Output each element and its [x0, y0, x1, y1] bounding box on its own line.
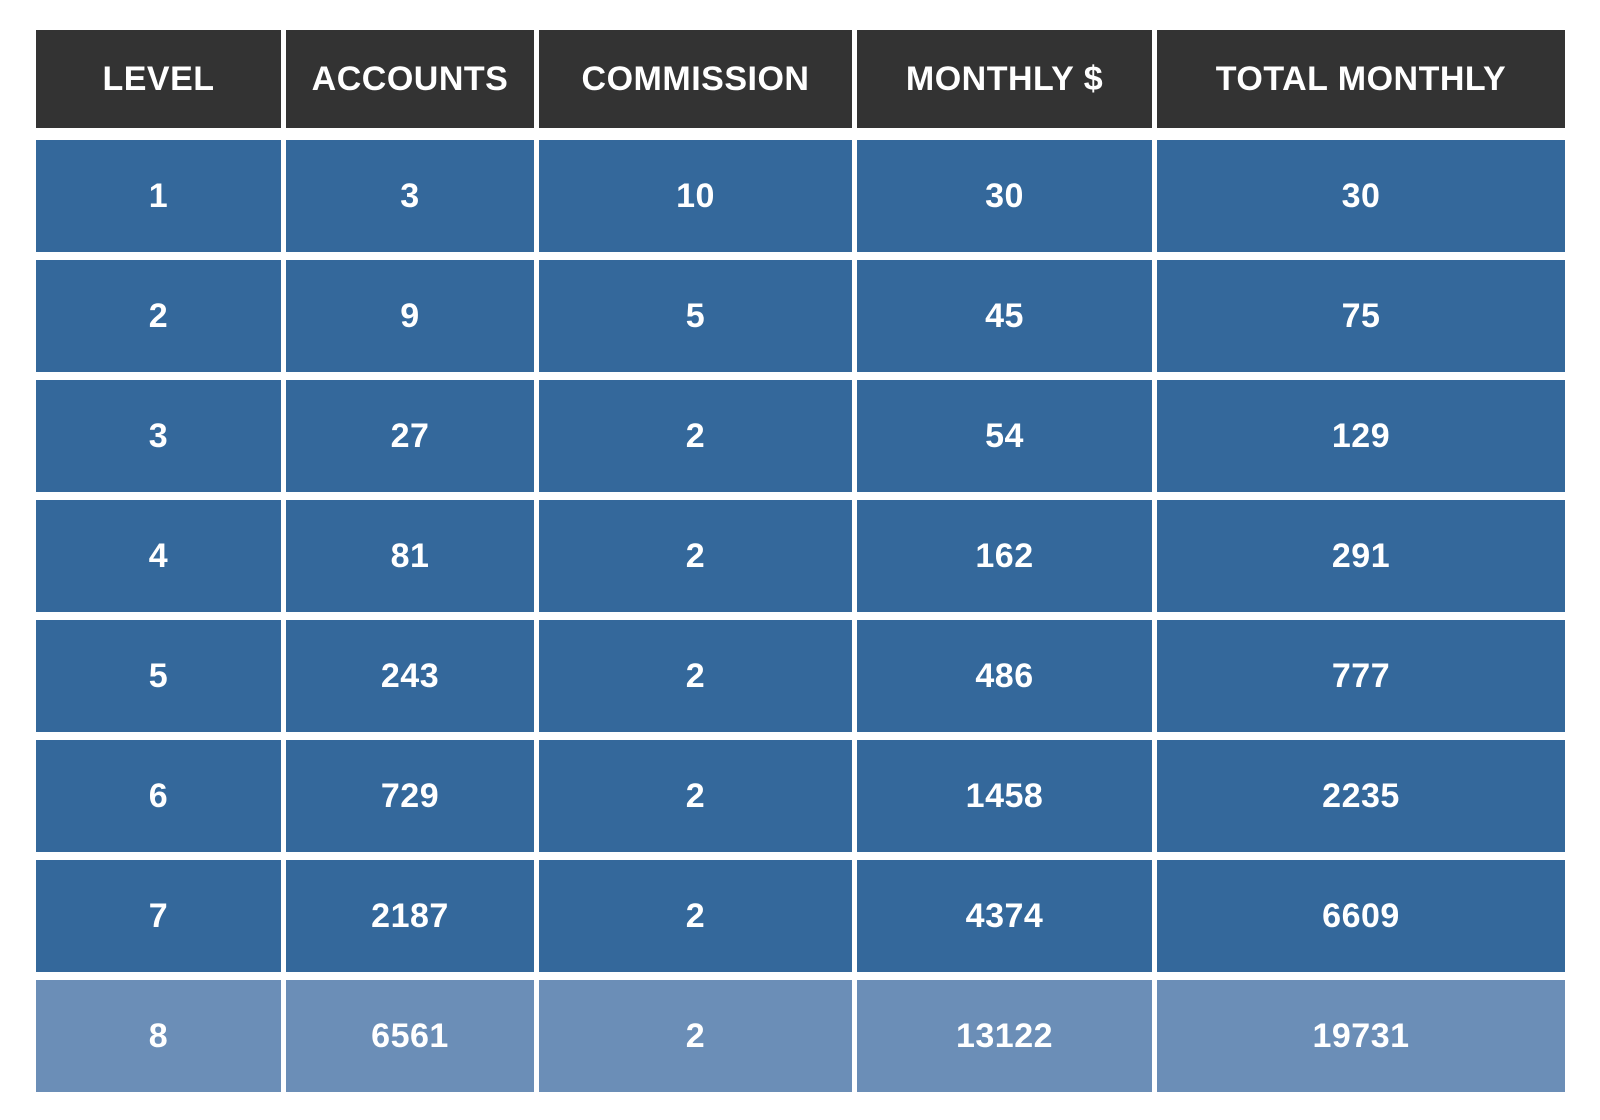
cell-level: 3 [36, 380, 281, 492]
table-row-highlighted: 8 6561 2 13122 19731 [36, 980, 1565, 1092]
cell-commission: 2 [539, 380, 852, 492]
cell-accounts: 243 [286, 620, 534, 732]
cell-monthly: 4374 [857, 860, 1152, 972]
column-header-total-monthly: TOTAL MONTHLY [1157, 30, 1565, 128]
cell-accounts: 9 [286, 260, 534, 372]
cell-total-monthly: 19731 [1157, 980, 1565, 1092]
cell-commission: 2 [539, 500, 852, 612]
cell-monthly: 162 [857, 500, 1152, 612]
table-row: 7 2187 2 4374 6609 [36, 860, 1565, 972]
cell-level: 5 [36, 620, 281, 732]
cell-accounts: 81 [286, 500, 534, 612]
cell-commission: 2 [539, 980, 852, 1092]
table-row: 1 3 10 30 30 [36, 140, 1565, 252]
column-header-level: LEVEL [36, 30, 281, 128]
column-header-commission: COMMISSION [539, 30, 852, 128]
column-header-monthly: MONTHLY $ [857, 30, 1152, 128]
cell-level: 7 [36, 860, 281, 972]
table-header-row: LEVEL ACCOUNTS COMMISSION MONTHLY $ TOTA… [36, 30, 1565, 128]
cell-accounts: 729 [286, 740, 534, 852]
cell-commission: 2 [539, 860, 852, 972]
cell-total-monthly: 129 [1157, 380, 1565, 492]
commission-table: LEVEL ACCOUNTS COMMISSION MONTHLY $ TOTA… [36, 30, 1565, 1092]
cell-accounts: 3 [286, 140, 534, 252]
cell-total-monthly: 6609 [1157, 860, 1565, 972]
cell-total-monthly: 75 [1157, 260, 1565, 372]
cell-accounts: 6561 [286, 980, 534, 1092]
cell-level: 4 [36, 500, 281, 612]
cell-total-monthly: 291 [1157, 500, 1565, 612]
cell-commission: 5 [539, 260, 852, 372]
cell-level: 6 [36, 740, 281, 852]
cell-commission: 2 [539, 620, 852, 732]
cell-commission: 2 [539, 740, 852, 852]
cell-accounts: 27 [286, 380, 534, 492]
cell-monthly: 45 [857, 260, 1152, 372]
table-row: 4 81 2 162 291 [36, 500, 1565, 612]
cell-monthly: 13122 [857, 980, 1152, 1092]
cell-accounts: 2187 [286, 860, 534, 972]
cell-monthly: 30 [857, 140, 1152, 252]
cell-monthly: 54 [857, 380, 1152, 492]
cell-monthly: 1458 [857, 740, 1152, 852]
cell-total-monthly: 777 [1157, 620, 1565, 732]
cell-level: 8 [36, 980, 281, 1092]
cell-monthly: 486 [857, 620, 1152, 732]
cell-level: 2 [36, 260, 281, 372]
table-row: 3 27 2 54 129 [36, 380, 1565, 492]
cell-total-monthly: 30 [1157, 140, 1565, 252]
column-header-accounts: ACCOUNTS [286, 30, 534, 128]
table-row: 5 243 2 486 777 [36, 620, 1565, 732]
cell-total-monthly: 2235 [1157, 740, 1565, 852]
cell-commission: 10 [539, 140, 852, 252]
table-row: 6 729 2 1458 2235 [36, 740, 1565, 852]
table-row: 2 9 5 45 75 [36, 260, 1565, 372]
cell-level: 1 [36, 140, 281, 252]
